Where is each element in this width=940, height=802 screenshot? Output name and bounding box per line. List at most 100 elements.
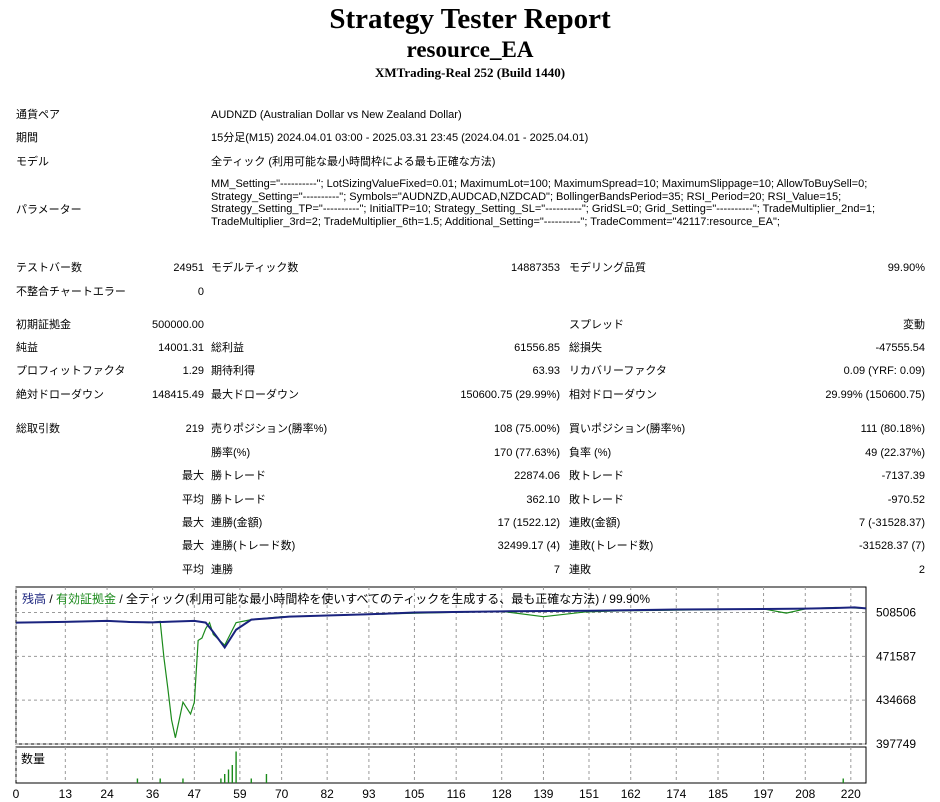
x-tick-label: 24 bbox=[100, 787, 114, 801]
net-value: 14001.31 bbox=[158, 342, 204, 354]
winrate-label: 勝率(%) bbox=[211, 447, 251, 459]
max-dd-label: 最大ドローダウン bbox=[211, 389, 299, 401]
abs-dd-label: 絶対ドローダウン bbox=[16, 389, 104, 401]
short-label: 売りポジション(勝率%) bbox=[211, 423, 328, 435]
cons-loss-cnt-label: 連敗(トレード数) bbox=[569, 540, 654, 552]
recovery-value: 0.09 (YRF: 0.09) bbox=[843, 365, 925, 377]
avg-word: 平均 bbox=[182, 494, 204, 506]
avg-cons-win-label: 連勝 bbox=[211, 564, 233, 576]
long-label: 買いポジション(勝率%) bbox=[569, 423, 686, 435]
chart-grid bbox=[15, 587, 866, 783]
deposit-label: 初期証拠金 bbox=[16, 319, 71, 331]
x-tick-label: 82 bbox=[320, 787, 334, 801]
x-tick-label: 162 bbox=[621, 787, 641, 801]
x-tick-label: 151 bbox=[579, 787, 599, 801]
x-axis-labels: 0 13 24 36 47 59 70 82 93 105 116 128 139 151 162 174 18… bbox=[13, 787, 861, 801]
x-tick-label: 13 bbox=[59, 787, 73, 801]
quality-label: モデリング品質 bbox=[569, 262, 646, 274]
volume-label: 数量 bbox=[21, 751, 45, 766]
x-tick-label: 174 bbox=[666, 787, 686, 801]
mismatch-value: 0 bbox=[197, 286, 204, 298]
period-label: 期間 bbox=[16, 132, 38, 144]
quality-value: 99.90% bbox=[887, 262, 925, 274]
deposit-value: 500000.00 bbox=[152, 319, 204, 331]
total-value: 219 bbox=[185, 423, 204, 435]
chart-lines bbox=[15, 606, 867, 738]
bars-label: テストバー数 bbox=[16, 262, 82, 274]
avg-cons-win-value: 7 bbox=[553, 564, 560, 576]
pair-label: 通貨ペア bbox=[16, 109, 60, 121]
total-label: 総取引数 bbox=[16, 423, 60, 435]
mismatch-label: 不整合チャートエラー bbox=[16, 286, 126, 298]
x-tick-label: 0 bbox=[13, 787, 20, 801]
x-tick-label: 70 bbox=[275, 787, 289, 801]
max-win-value: 22874.06 bbox=[514, 470, 560, 482]
avg-loss-label: 敗トレード bbox=[569, 494, 624, 506]
chart-legend: 残高 / 有効証拠金 / 全ティック(利用可能な最小時間枠を使いすべてのティック… bbox=[22, 591, 650, 606]
recovery-label: リカバリーファクタ bbox=[569, 365, 667, 377]
short-value: 108 (75.00%) bbox=[493, 423, 560, 435]
winrate-value: 170 (77.63%) bbox=[493, 447, 560, 459]
x-tick-label: 93 bbox=[362, 787, 376, 801]
net-label: 純益 bbox=[16, 342, 38, 354]
ticks-label: モデルティック数 bbox=[211, 262, 299, 274]
x-tick-label: 220 bbox=[841, 787, 861, 801]
avg-win-label: 勝トレード bbox=[211, 494, 266, 506]
lossrate-label: 負率 (%) bbox=[569, 447, 612, 459]
gross-profit-value: 61556.85 bbox=[514, 342, 560, 354]
gross-loss-value: -47555.54 bbox=[875, 342, 925, 354]
lossrate-value: 49 (22.37%) bbox=[865, 447, 925, 459]
model-value: 全ティック (利用可能な最小時間枠による最も正確な方法) bbox=[211, 156, 496, 168]
ticks-value: 14887353 bbox=[511, 262, 560, 274]
pf-value: 1.29 bbox=[182, 365, 204, 377]
max-word: 最大 bbox=[182, 517, 204, 529]
balance-chart: 508506 471587 434668 397749 0 13 24 36 47 59 70 82… bbox=[13, 586, 916, 801]
long-value: 111 (80.18%) bbox=[860, 423, 925, 435]
max-dd-value: 150600.75 (29.99%) bbox=[460, 389, 560, 401]
x-tick-label: 105 bbox=[404, 787, 424, 801]
x-tick-label: 208 bbox=[795, 787, 815, 801]
y-tick-label: 397749 bbox=[876, 737, 916, 751]
avg-loss-value: -970.52 bbox=[887, 494, 925, 506]
report-title: Strategy Tester Report bbox=[329, 3, 611, 35]
chart-plot-frame bbox=[15, 586, 867, 745]
cons-win-cnt-value: 32499.17 (4) bbox=[497, 540, 560, 552]
x-tick-label: 139 bbox=[533, 787, 553, 801]
avg-win-value: 362.10 bbox=[526, 494, 560, 506]
gross-profit-label: 総利益 bbox=[211, 342, 244, 354]
x-tick-label: 185 bbox=[708, 787, 728, 801]
model-label: モデル bbox=[16, 156, 49, 168]
cons-loss-amt-label: 連敗(金額) bbox=[569, 517, 621, 529]
x-tick-label: 116 bbox=[447, 787, 466, 801]
legend-balance: 残高 bbox=[22, 591, 46, 606]
volume-plot-frame bbox=[15, 746, 867, 784]
cons-win-amt-label: 連勝(金額) bbox=[211, 517, 263, 529]
max-loss-label: 敗トレード bbox=[569, 470, 624, 482]
server-build: XMTrading-Real 252 (Build 1440) bbox=[374, 65, 566, 80]
y-axis-labels: 508506 471587 434668 397749 bbox=[876, 606, 916, 751]
period-value: 15分足(M15) 2024.04.01 03:00 - 2025.03.31 … bbox=[211, 132, 589, 144]
params-label: パラメーター bbox=[16, 204, 82, 216]
y-tick-label: 471587 bbox=[876, 649, 916, 663]
gross-loss-label: 総損失 bbox=[569, 342, 602, 354]
x-tick-label: 47 bbox=[188, 787, 202, 801]
ea-name: resource_EA bbox=[406, 37, 534, 62]
legend-rest: / 全ティック(利用可能な最小時間枠を使いすべてのティックを生成する、最も正確な… bbox=[116, 591, 650, 606]
avg-cons-loss-value: 2 bbox=[918, 564, 925, 576]
x-tick-label: 197 bbox=[754, 787, 774, 801]
x-tick-label: 128 bbox=[492, 787, 512, 801]
cons-win-amt-value: 17 (1522.12) bbox=[497, 517, 560, 529]
pair-value: AUDNZD (Australian Dollar vs New Zealand… bbox=[211, 109, 462, 121]
params-value: MM_Setting="----------"; LotSizingValueF… bbox=[211, 178, 878, 228]
max-word: 最大 bbox=[182, 540, 204, 552]
x-tick-label: 59 bbox=[233, 787, 247, 801]
cons-win-cnt-label: 連勝(トレード数) bbox=[211, 540, 296, 552]
y-tick-label: 508506 bbox=[876, 606, 916, 620]
expected-label: 期待利得 bbox=[211, 365, 255, 377]
legend-equity: 有効証拠金 bbox=[56, 591, 116, 606]
avg-word: 平均 bbox=[182, 564, 204, 576]
balance-line bbox=[15, 606, 867, 650]
x-tick-label: 36 bbox=[146, 787, 160, 801]
rel-dd-value: 29.99% (150600.75) bbox=[825, 389, 925, 401]
rel-dd-label: 相対ドローダウン bbox=[569, 389, 657, 401]
